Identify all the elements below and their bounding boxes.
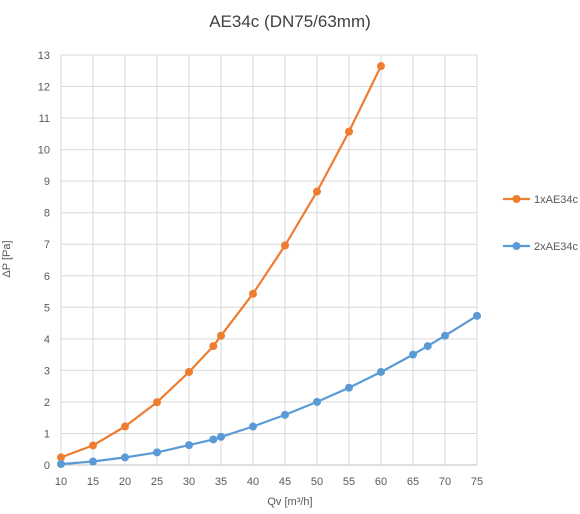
data-point xyxy=(313,397,321,406)
data-point xyxy=(377,367,385,376)
y-tick-label: 4 xyxy=(44,334,50,346)
y-tick-label: 8 xyxy=(44,208,50,220)
y-tick-label: 2 xyxy=(44,397,50,409)
x-tick-label: 25 xyxy=(151,476,163,488)
series-line-2xAE34c xyxy=(60,314,478,466)
data-point xyxy=(185,441,193,450)
data-point xyxy=(121,422,129,431)
data-point xyxy=(217,432,225,441)
y-tick-label: 13 xyxy=(38,50,50,62)
data-point xyxy=(409,350,417,359)
x-tick-label: 45 xyxy=(279,476,291,488)
data-point xyxy=(89,457,97,466)
data-point xyxy=(281,241,289,250)
grid xyxy=(60,54,478,465)
x-axis-label: Qv [m³/h] xyxy=(267,496,312,508)
data-point xyxy=(57,453,65,462)
y-tick-label: 11 xyxy=(39,113,50,125)
x-tick-label: 40 xyxy=(247,476,259,488)
y-tick-label: 6 xyxy=(44,271,50,283)
y-tick-label: 0 xyxy=(44,460,50,472)
data-point xyxy=(249,289,257,298)
x-tick-label: 55 xyxy=(343,476,355,488)
data-point xyxy=(377,62,385,71)
data-point xyxy=(281,410,289,419)
legend-label: 2xAE34c xyxy=(534,241,579,253)
y-tick-label: 7 xyxy=(44,239,50,251)
x-tick-label: 15 xyxy=(87,476,99,488)
data-point xyxy=(153,448,161,457)
legend-marker xyxy=(512,242,521,250)
y-tick-label: 9 xyxy=(44,176,50,188)
data-point xyxy=(441,331,449,340)
data-point xyxy=(313,187,321,196)
data-point xyxy=(249,422,257,431)
data-point xyxy=(217,331,225,340)
data-point xyxy=(423,342,432,351)
x-tick-label: 70 xyxy=(439,476,451,488)
y-tick-label: 5 xyxy=(44,302,50,314)
data-point xyxy=(57,460,65,469)
x-tick-label: 65 xyxy=(407,476,419,488)
series-line-1xAE34c xyxy=(60,65,382,459)
legend-label: 1xAE34c xyxy=(534,194,579,206)
x-tick-label: 30 xyxy=(183,476,195,488)
y-tick-label: 3 xyxy=(44,365,50,377)
x-tick-label: 20 xyxy=(119,476,131,488)
x-tick-label: 50 xyxy=(311,476,323,488)
data-point xyxy=(473,311,481,320)
data-point xyxy=(185,367,193,376)
data-point xyxy=(89,441,97,450)
data-point xyxy=(209,342,218,351)
data-point xyxy=(345,127,353,136)
x-tick-label: 60 xyxy=(375,476,387,488)
legend: 1xAE34c 2xAE34c xyxy=(503,194,579,253)
data-point xyxy=(153,398,161,407)
chart-title: AE34c (DN75/63mm) xyxy=(209,12,371,31)
data-point xyxy=(345,383,353,392)
y-tick-label: 10 xyxy=(38,145,50,157)
data-point xyxy=(209,435,218,444)
series xyxy=(57,62,481,469)
legend-marker xyxy=(512,195,521,203)
x-tick-label: 10 xyxy=(55,476,67,488)
data-point xyxy=(121,453,129,462)
y-tick-label: 1 xyxy=(44,428,50,440)
x-tick-label: 35 xyxy=(215,476,227,488)
y-tick-label: 12 xyxy=(38,82,50,94)
x-tick-label: 75 xyxy=(471,476,483,488)
y-axis-label: ΔP [Pa] xyxy=(1,240,13,277)
